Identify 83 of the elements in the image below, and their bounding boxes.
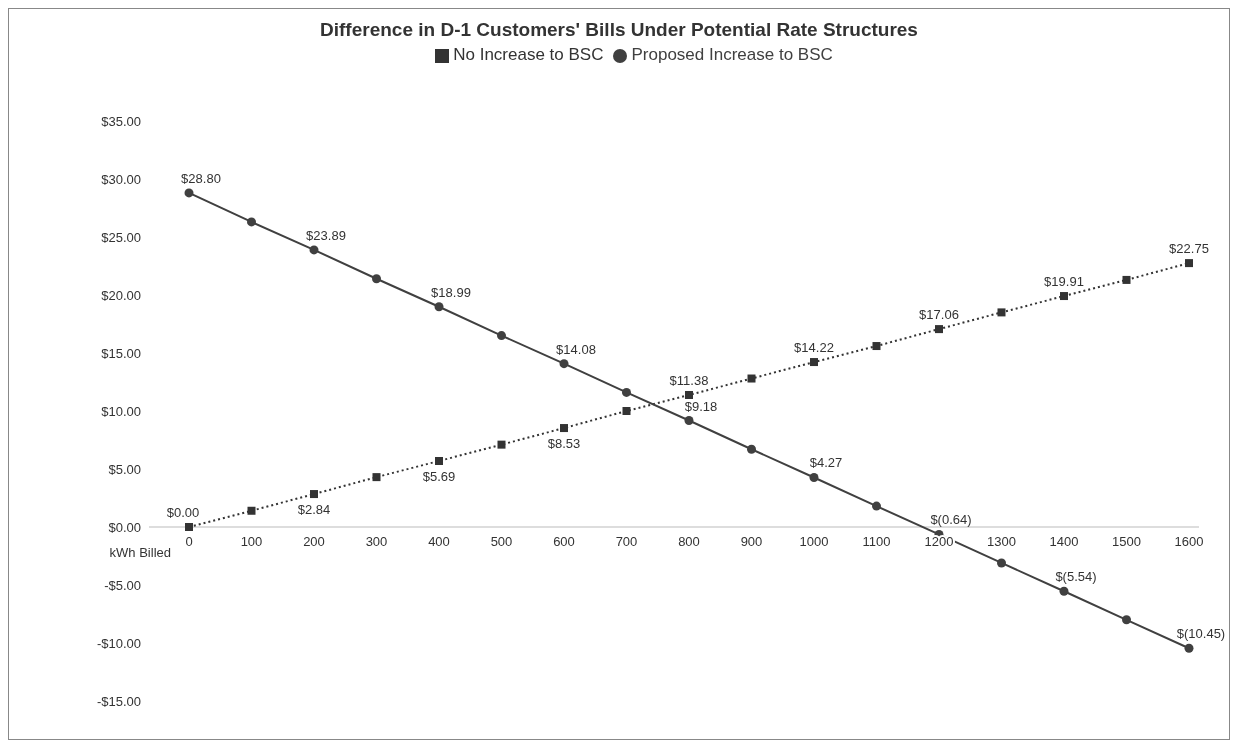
point [872, 501, 881, 511]
x-tick-label: 1400 [1049, 534, 1079, 550]
data-label: $9.18 [684, 398, 718, 414]
point [622, 407, 631, 415]
point [372, 473, 381, 482]
x-tick-label: 1300 [987, 534, 1016, 550]
y-tick-label: $30.00 [101, 171, 141, 187]
data-label: $8.53 [547, 436, 581, 452]
data-label: $4.27 [809, 455, 843, 471]
x-tick-label: 1100 [862, 534, 891, 550]
data-label: $14.22 [794, 340, 834, 356]
point [185, 523, 193, 531]
x-tick-label: 200 [303, 534, 325, 550]
x-tick-label: 400 [428, 534, 450, 550]
x-tick-label: 700 [615, 534, 638, 550]
x-axis-title: kWh Billed [109, 545, 171, 560]
point [434, 302, 444, 312]
data-label: $22.75 [1169, 241, 1209, 257]
point [935, 325, 943, 334]
point [497, 440, 506, 449]
y-tick-label: $15.00 [101, 345, 141, 361]
point [1185, 259, 1193, 268]
point [810, 358, 818, 367]
data-label: $17.06 [919, 307, 959, 323]
data-label: $19.91 [1044, 274, 1084, 290]
data-label: $0.00 [166, 505, 200, 520]
point [1059, 586, 1069, 596]
point [1122, 275, 1131, 284]
data-label: $2.84 [297, 502, 331, 518]
y-tick-label: $25.00 [101, 229, 141, 245]
x-tick-label: 100 [240, 534, 263, 550]
data-label: $23.89 [306, 227, 346, 243]
point [1060, 292, 1068, 301]
point [247, 506, 256, 515]
point [1122, 615, 1131, 625]
x-tick-label: 1600 [1174, 534, 1204, 550]
point [684, 416, 694, 426]
point [747, 444, 756, 454]
x-tick-label: 1500 [1112, 534, 1141, 550]
point [310, 490, 318, 499]
y-tick-label: -$10.00 [96, 635, 141, 651]
point [497, 331, 506, 341]
point [685, 390, 693, 399]
point [747, 374, 756, 383]
data-label: $28.80 [181, 170, 221, 186]
point [372, 274, 381, 284]
legend-label: No Increase to BSC [453, 45, 604, 64]
point [560, 424, 568, 433]
data-label: $11.38 [669, 372, 709, 388]
legend-label: Proposed Increase to BSC [631, 45, 833, 64]
point [247, 217, 256, 227]
y-tick-label: -$15.00 [96, 693, 141, 709]
point [435, 457, 443, 465]
x-tick-label: 0 [185, 534, 193, 550]
x-tick-label: 300 [365, 534, 388, 550]
x-tick-label: 900 [740, 534, 763, 550]
data-label: $14.08 [556, 341, 596, 357]
point [309, 245, 319, 255]
x-tick-label: 500 [490, 534, 513, 550]
data-label: $(0.64) [930, 512, 972, 528]
x-tick-label: 1200 [924, 534, 954, 550]
x-tick-label: 1000 [799, 534, 829, 550]
point [997, 558, 1006, 568]
y-tick-label: $5.00 [108, 461, 141, 477]
point [809, 472, 819, 482]
data-label: $18.99 [431, 284, 471, 300]
y-tick-label: $0.00 [108, 519, 141, 535]
chart-title: Difference in D-1 Customers' Bills Under Potential Rate Structures [319, 19, 919, 41]
point [1184, 643, 1194, 653]
y-tick-label: $20.00 [101, 287, 141, 303]
point [622, 387, 631, 397]
y-tick-label: $35.00 [101, 113, 141, 129]
x-tick-label: 800 [678, 534, 700, 550]
point [559, 359, 569, 369]
point [872, 342, 881, 351]
data-label: $(5.54) [1055, 569, 1097, 585]
point [997, 308, 1006, 317]
y-tick-label: -$5.00 [104, 577, 141, 593]
y-tick-label: $10.00 [101, 403, 141, 419]
data-label: $5.69 [422, 469, 456, 484]
point [184, 188, 194, 198]
data-label: $(10.45) [1176, 626, 1226, 642]
x-tick-label: 600 [553, 534, 575, 550]
